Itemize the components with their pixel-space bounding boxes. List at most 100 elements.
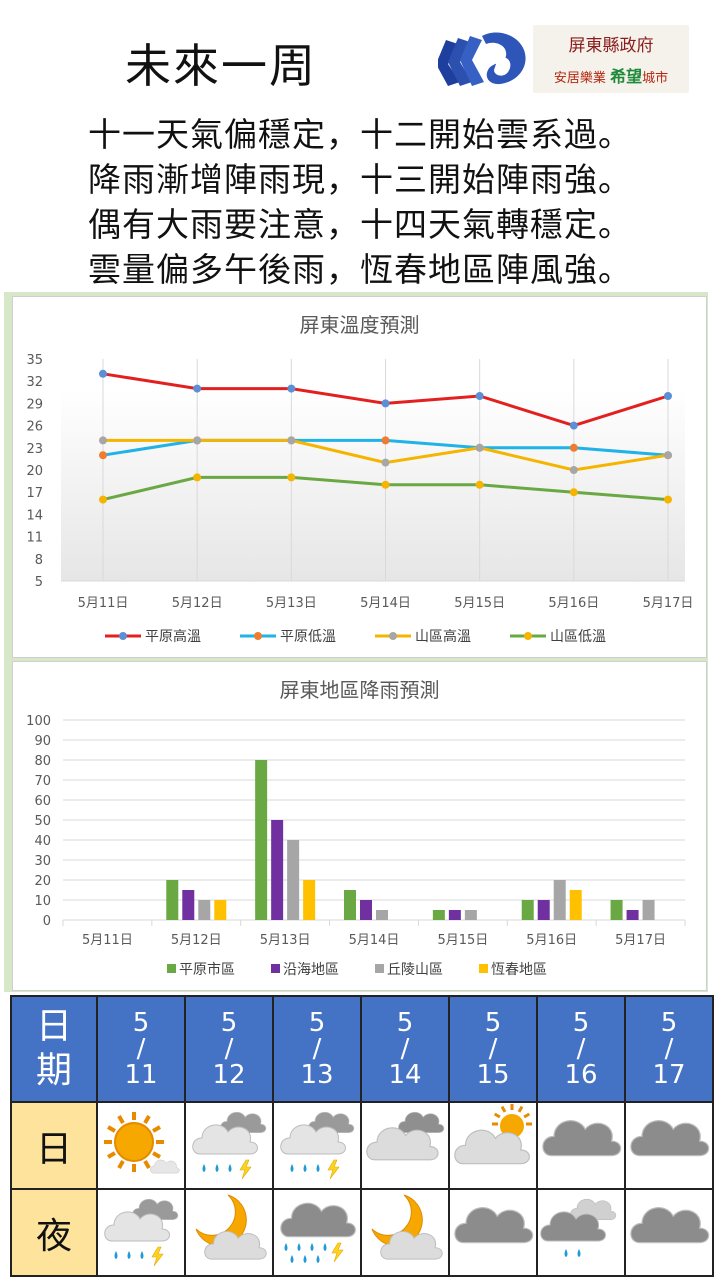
legend-label: 平原高溫	[145, 628, 201, 645]
bar	[537, 900, 550, 920]
x-tick-label: 5月11日	[82, 933, 133, 948]
x-tick-label: 5月15日	[454, 596, 505, 611]
bar	[303, 880, 316, 920]
data-point	[287, 436, 296, 445]
rain-drop	[303, 1163, 307, 1172]
legend-marker	[254, 632, 262, 640]
bar	[198, 900, 211, 920]
sun-ray	[143, 1114, 151, 1124]
bar	[182, 890, 195, 920]
y-tick-label: 26	[26, 420, 43, 435]
lightning-bolt	[331, 1242, 344, 1262]
cloudy-thunder-rain-icon	[192, 1111, 267, 1179]
legend-label: 丘陵山區	[387, 962, 443, 978]
y-tick-label: 70	[34, 774, 51, 789]
x-tick-label: 5月15日	[437, 933, 488, 948]
y-tick-label: 20	[34, 874, 51, 889]
bar	[287, 840, 300, 920]
overcast-rain-icon	[540, 1198, 617, 1257]
overcast-icon	[630, 1119, 710, 1156]
y-tick-label: 5	[35, 575, 43, 590]
sun-ray	[517, 1105, 524, 1113]
partly-cloudy-icon	[454, 1103, 532, 1164]
bar	[376, 910, 388, 920]
data-point	[569, 466, 578, 474]
cloud-shape	[220, 1111, 267, 1133]
x-tick-label: 5月14日	[349, 933, 400, 948]
data-point	[193, 473, 202, 482]
data-point	[569, 421, 578, 430]
bar	[271, 820, 284, 920]
rain-drop	[202, 1163, 206, 1172]
rain-drop	[316, 1163, 320, 1172]
bar	[432, 910, 445, 920]
temperature-chart-title: 屏東溫度預測	[299, 313, 420, 337]
sun-ray	[143, 1159, 151, 1169]
day-weather-cell	[272, 1101, 362, 1190]
y-tick-label: 20	[26, 464, 43, 479]
rain-chart: 0 10 20 30 40 50 60 70 80 90 100 5月11日 5月12日 5月13日 5月1…	[26, 714, 686, 978]
data-point	[569, 443, 578, 452]
rain-drop	[323, 1242, 327, 1251]
x-tick-label: 5月13日	[260, 933, 311, 948]
legend-swatch	[479, 964, 488, 973]
legend-label: 沿海地區	[283, 962, 339, 978]
bar	[464, 910, 477, 920]
night-weather-cell	[448, 1188, 538, 1277]
data-point	[287, 473, 296, 482]
data-point	[193, 436, 202, 445]
day-label: 日	[10, 1101, 98, 1190]
cloud-shape	[454, 1129, 530, 1164]
overcast-icon	[542, 1119, 622, 1156]
bar	[448, 910, 461, 920]
rain-drop	[297, 1242, 301, 1251]
moon-cloud-icon	[371, 1194, 443, 1260]
legend-label: 山區高溫	[415, 628, 471, 645]
x-tick-label: 5月17日	[615, 933, 666, 948]
legend-label: 平原低溫	[280, 629, 336, 645]
legend-label: 恆春地區	[491, 962, 547, 978]
bar	[521, 900, 534, 920]
x-tick-label: 5月12日	[171, 933, 222, 948]
bar	[214, 900, 227, 920]
data-point	[193, 384, 202, 393]
sun-ray	[152, 1124, 161, 1133]
y-tick-label: 30	[34, 854, 51, 869]
y-tick-label: 80	[34, 754, 51, 769]
gov-slogan: 安居樂業 希望城市	[553, 67, 669, 86]
y-tick-label: 14	[26, 508, 43, 523]
sun-ray	[523, 1112, 531, 1118]
page-title: 未來一周	[125, 39, 317, 93]
rain-drop	[577, 1248, 581, 1257]
data-point	[381, 458, 390, 467]
cloud-shape	[398, 1111, 445, 1133]
legend-swatch	[271, 964, 280, 973]
data-point	[99, 436, 107, 445]
legend-marker	[389, 632, 397, 640]
y-tick-label: 17	[26, 486, 43, 501]
overcast-icon	[454, 1206, 534, 1243]
bar	[166, 880, 179, 920]
y-tick-label: 40	[34, 834, 51, 849]
data-point	[569, 488, 578, 497]
rain-drop	[310, 1242, 314, 1251]
x-tick-label: 5月17日	[643, 596, 694, 611]
y-tick-label: 35	[26, 353, 43, 368]
cloud-shape	[308, 1111, 355, 1133]
sun-ray	[500, 1105, 507, 1113]
legend-swatch	[375, 964, 384, 973]
day-weather-cell	[448, 1101, 538, 1190]
y-tick-label: 0	[43, 914, 51, 929]
x-tick-label: 5月11日	[78, 596, 129, 611]
gov-name: 屏東縣政府	[568, 36, 654, 56]
y-tick-label: 50	[34, 814, 51, 829]
day-weather-cell	[96, 1101, 186, 1190]
cloud-shape	[192, 1123, 258, 1154]
y-tick-label: 100	[26, 714, 51, 729]
rain-drop	[114, 1250, 118, 1259]
cloud-shape	[630, 1206, 710, 1243]
y-tick-label: 8	[35, 553, 43, 568]
data-point	[381, 480, 390, 489]
lightning-bolt	[151, 1246, 164, 1266]
y-tick-label: 32	[26, 375, 43, 390]
